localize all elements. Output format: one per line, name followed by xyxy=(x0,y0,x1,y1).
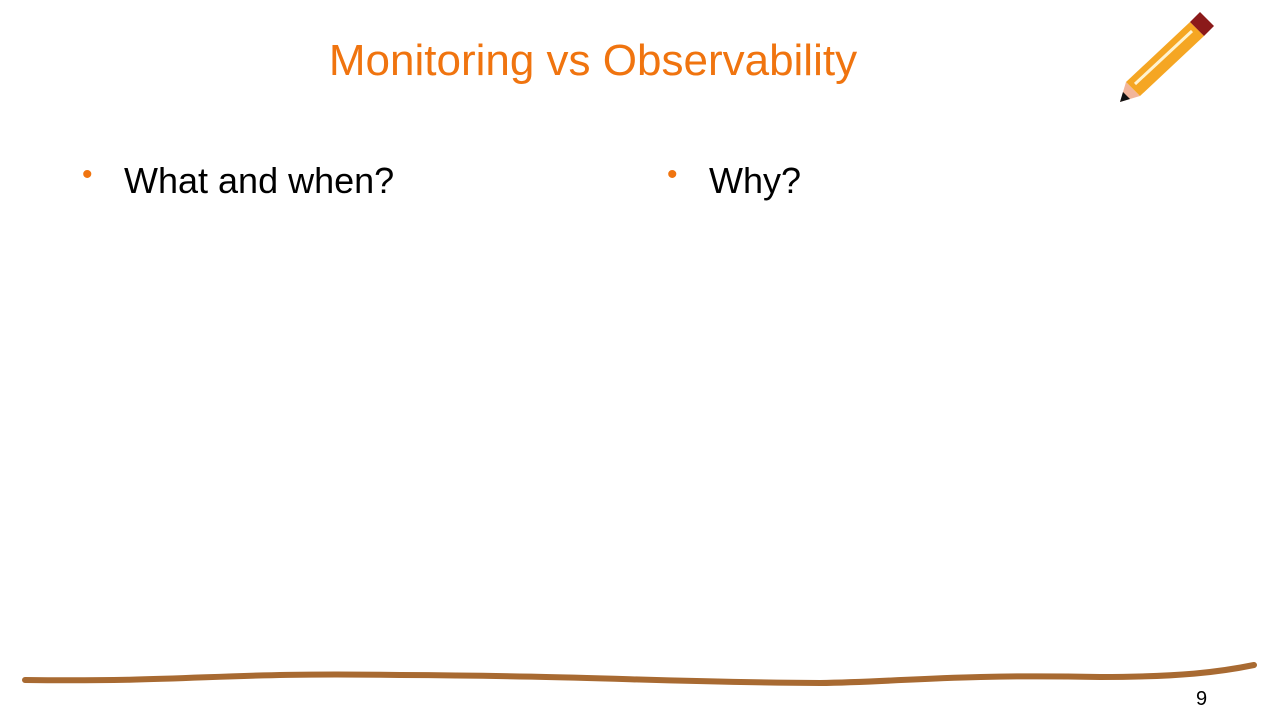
bullet-text: Why? xyxy=(709,160,802,201)
bullet-text: What and when? xyxy=(124,160,395,201)
page-number: 9 xyxy=(1196,688,1208,710)
bullet: • What and when? xyxy=(82,158,395,201)
bullet: • Why? xyxy=(667,158,802,201)
title: Monitoring vs Observability xyxy=(328,36,858,85)
underline xyxy=(22,662,1257,687)
pencil-icon xyxy=(1120,12,1214,102)
